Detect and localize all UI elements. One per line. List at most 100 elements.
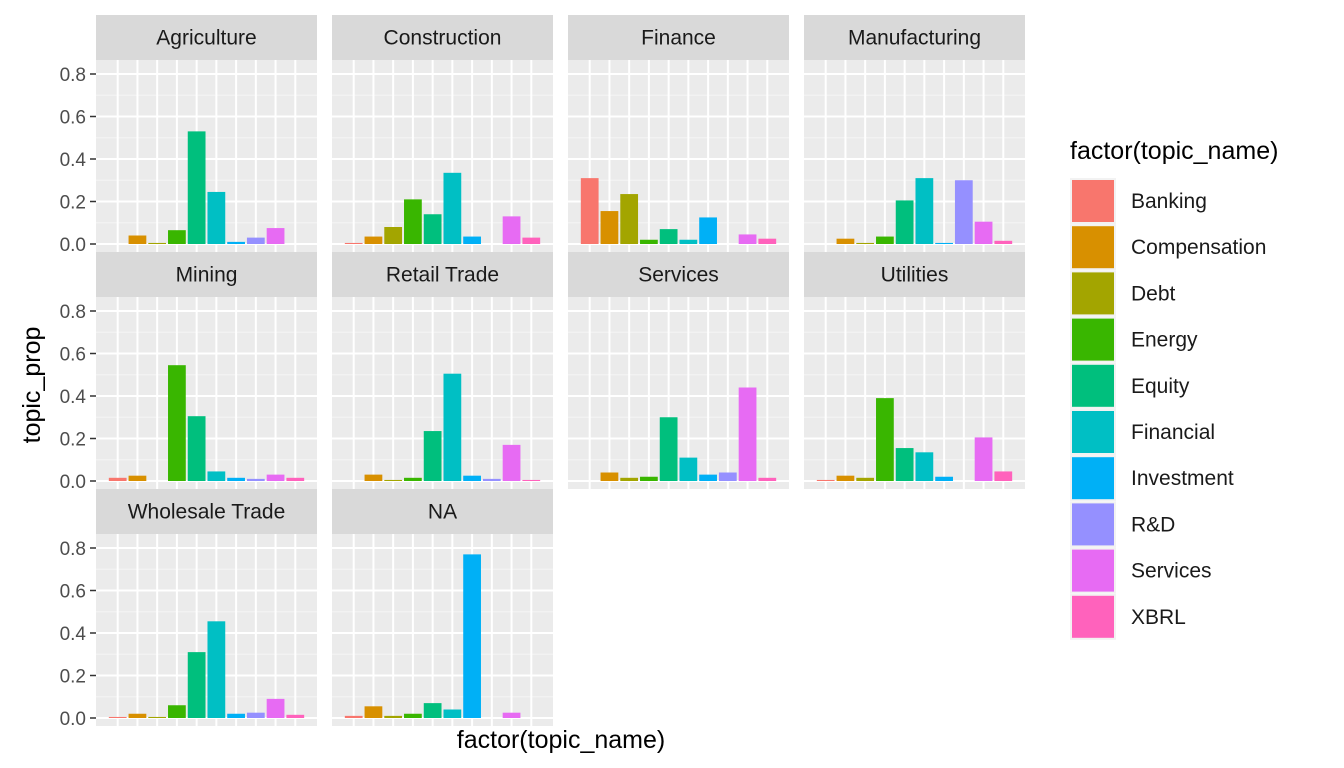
legend-label: Banking (1131, 190, 1207, 213)
facet-panel: Construction (332, 15, 553, 252)
bar (915, 178, 934, 244)
bar (128, 475, 147, 481)
facet-strip (568, 252, 789, 297)
facet-strip-label: Services (638, 264, 719, 287)
facet-strip-label: Construction (384, 27, 502, 50)
legend-item: XBRL (1070, 593, 1186, 640)
bar (738, 234, 757, 244)
bar (207, 621, 226, 718)
bar (620, 194, 639, 244)
legend-swatch (1072, 503, 1114, 546)
bar (148, 242, 167, 244)
bar (502, 444, 521, 481)
bar (384, 227, 403, 244)
bar (443, 373, 462, 481)
bar (522, 479, 541, 481)
bar (286, 714, 305, 718)
bar (836, 475, 855, 481)
facet-panel: Mining 0.0 0.2 0.4 0.6 0.8 (60, 252, 317, 493)
bar (994, 471, 1013, 481)
facet-strip (804, 15, 1025, 60)
x-axis-title: factor(topic_name) (457, 726, 665, 754)
bar (423, 431, 442, 481)
legend-item: Financial (1070, 409, 1215, 455)
legend-label: Investment (1131, 467, 1234, 490)
legend-swatch (1072, 180, 1114, 222)
legend-swatch (1072, 457, 1114, 500)
bar (856, 477, 875, 481)
bar (207, 471, 226, 481)
bar (580, 178, 599, 244)
legend-item: Compensation (1070, 224, 1266, 271)
bar (423, 703, 442, 718)
y-tick-label: 0.4 (60, 150, 87, 171)
bar (876, 236, 894, 244)
bar (463, 475, 481, 481)
facet-panel: Wholesale Trade 0.0 0.2 0.4 0.6 0.8 (60, 489, 317, 730)
bar (895, 448, 914, 481)
plot-panel-background (332, 534, 553, 726)
bar (600, 211, 619, 244)
legend-label: XBRL (1131, 606, 1186, 629)
bar (758, 477, 777, 481)
bar (640, 476, 658, 481)
bar (168, 365, 186, 481)
bar (227, 241, 245, 244)
bar (699, 217, 717, 244)
y-axis-title: topic_prop (18, 327, 46, 444)
plot-panel-background (96, 534, 317, 726)
facet-panel: Manufacturing (804, 15, 1025, 252)
bar (974, 437, 993, 481)
bar (895, 200, 914, 244)
y-tick-label: 0.2 (60, 193, 86, 214)
legend-swatch (1072, 226, 1114, 269)
y-tick-label: 0.6 (60, 108, 86, 129)
legend-label: Financial (1131, 421, 1215, 444)
facet-panel: NA (332, 489, 553, 726)
facet-strip-label: Manufacturing (848, 27, 981, 50)
facet-strip-label: Mining (176, 264, 238, 287)
bar (876, 398, 894, 481)
y-tick-label: 0.8 (60, 539, 86, 560)
bar (443, 172, 462, 244)
bar (364, 474, 383, 481)
bar (463, 554, 481, 718)
bar (502, 712, 521, 718)
legend-item: Investment (1070, 455, 1234, 502)
bar (856, 242, 875, 244)
y-tick-label: 0.0 (60, 235, 86, 256)
facet-panel: Services (568, 252, 789, 489)
bar (266, 698, 285, 718)
legend-label: Energy (1131, 329, 1198, 352)
facet-strip-label: Retail Trade (386, 264, 499, 287)
bar (463, 236, 481, 244)
facet-strip-label: Finance (641, 27, 716, 50)
bar (187, 131, 206, 244)
bar (954, 180, 973, 244)
y-tick-label: 0.2 (60, 430, 86, 451)
bar (816, 479, 835, 481)
facet-strip (332, 489, 553, 534)
legend-swatch (1072, 272, 1114, 315)
y-tick-label: 0.8 (60, 302, 86, 323)
facet-panel: Utilities (804, 252, 1025, 489)
bar (168, 705, 186, 718)
facet-strip-label: Agriculture (156, 27, 256, 50)
legend-swatch (1072, 318, 1114, 361)
bar (108, 477, 127, 481)
bar (915, 452, 934, 481)
bar (443, 709, 462, 718)
bar (679, 239, 698, 244)
bar (935, 476, 953, 481)
facet-strip-label: NA (428, 501, 457, 524)
legend-item: Services (1070, 547, 1212, 594)
bar (522, 237, 541, 244)
bar (718, 472, 737, 481)
facet-panel: Retail Trade (332, 252, 553, 489)
bar (502, 216, 521, 244)
bar (286, 477, 305, 481)
legend-title: factor(topic_name) (1070, 137, 1278, 165)
legend-label: Debt (1131, 282, 1176, 305)
legend-item: Banking (1070, 178, 1207, 224)
